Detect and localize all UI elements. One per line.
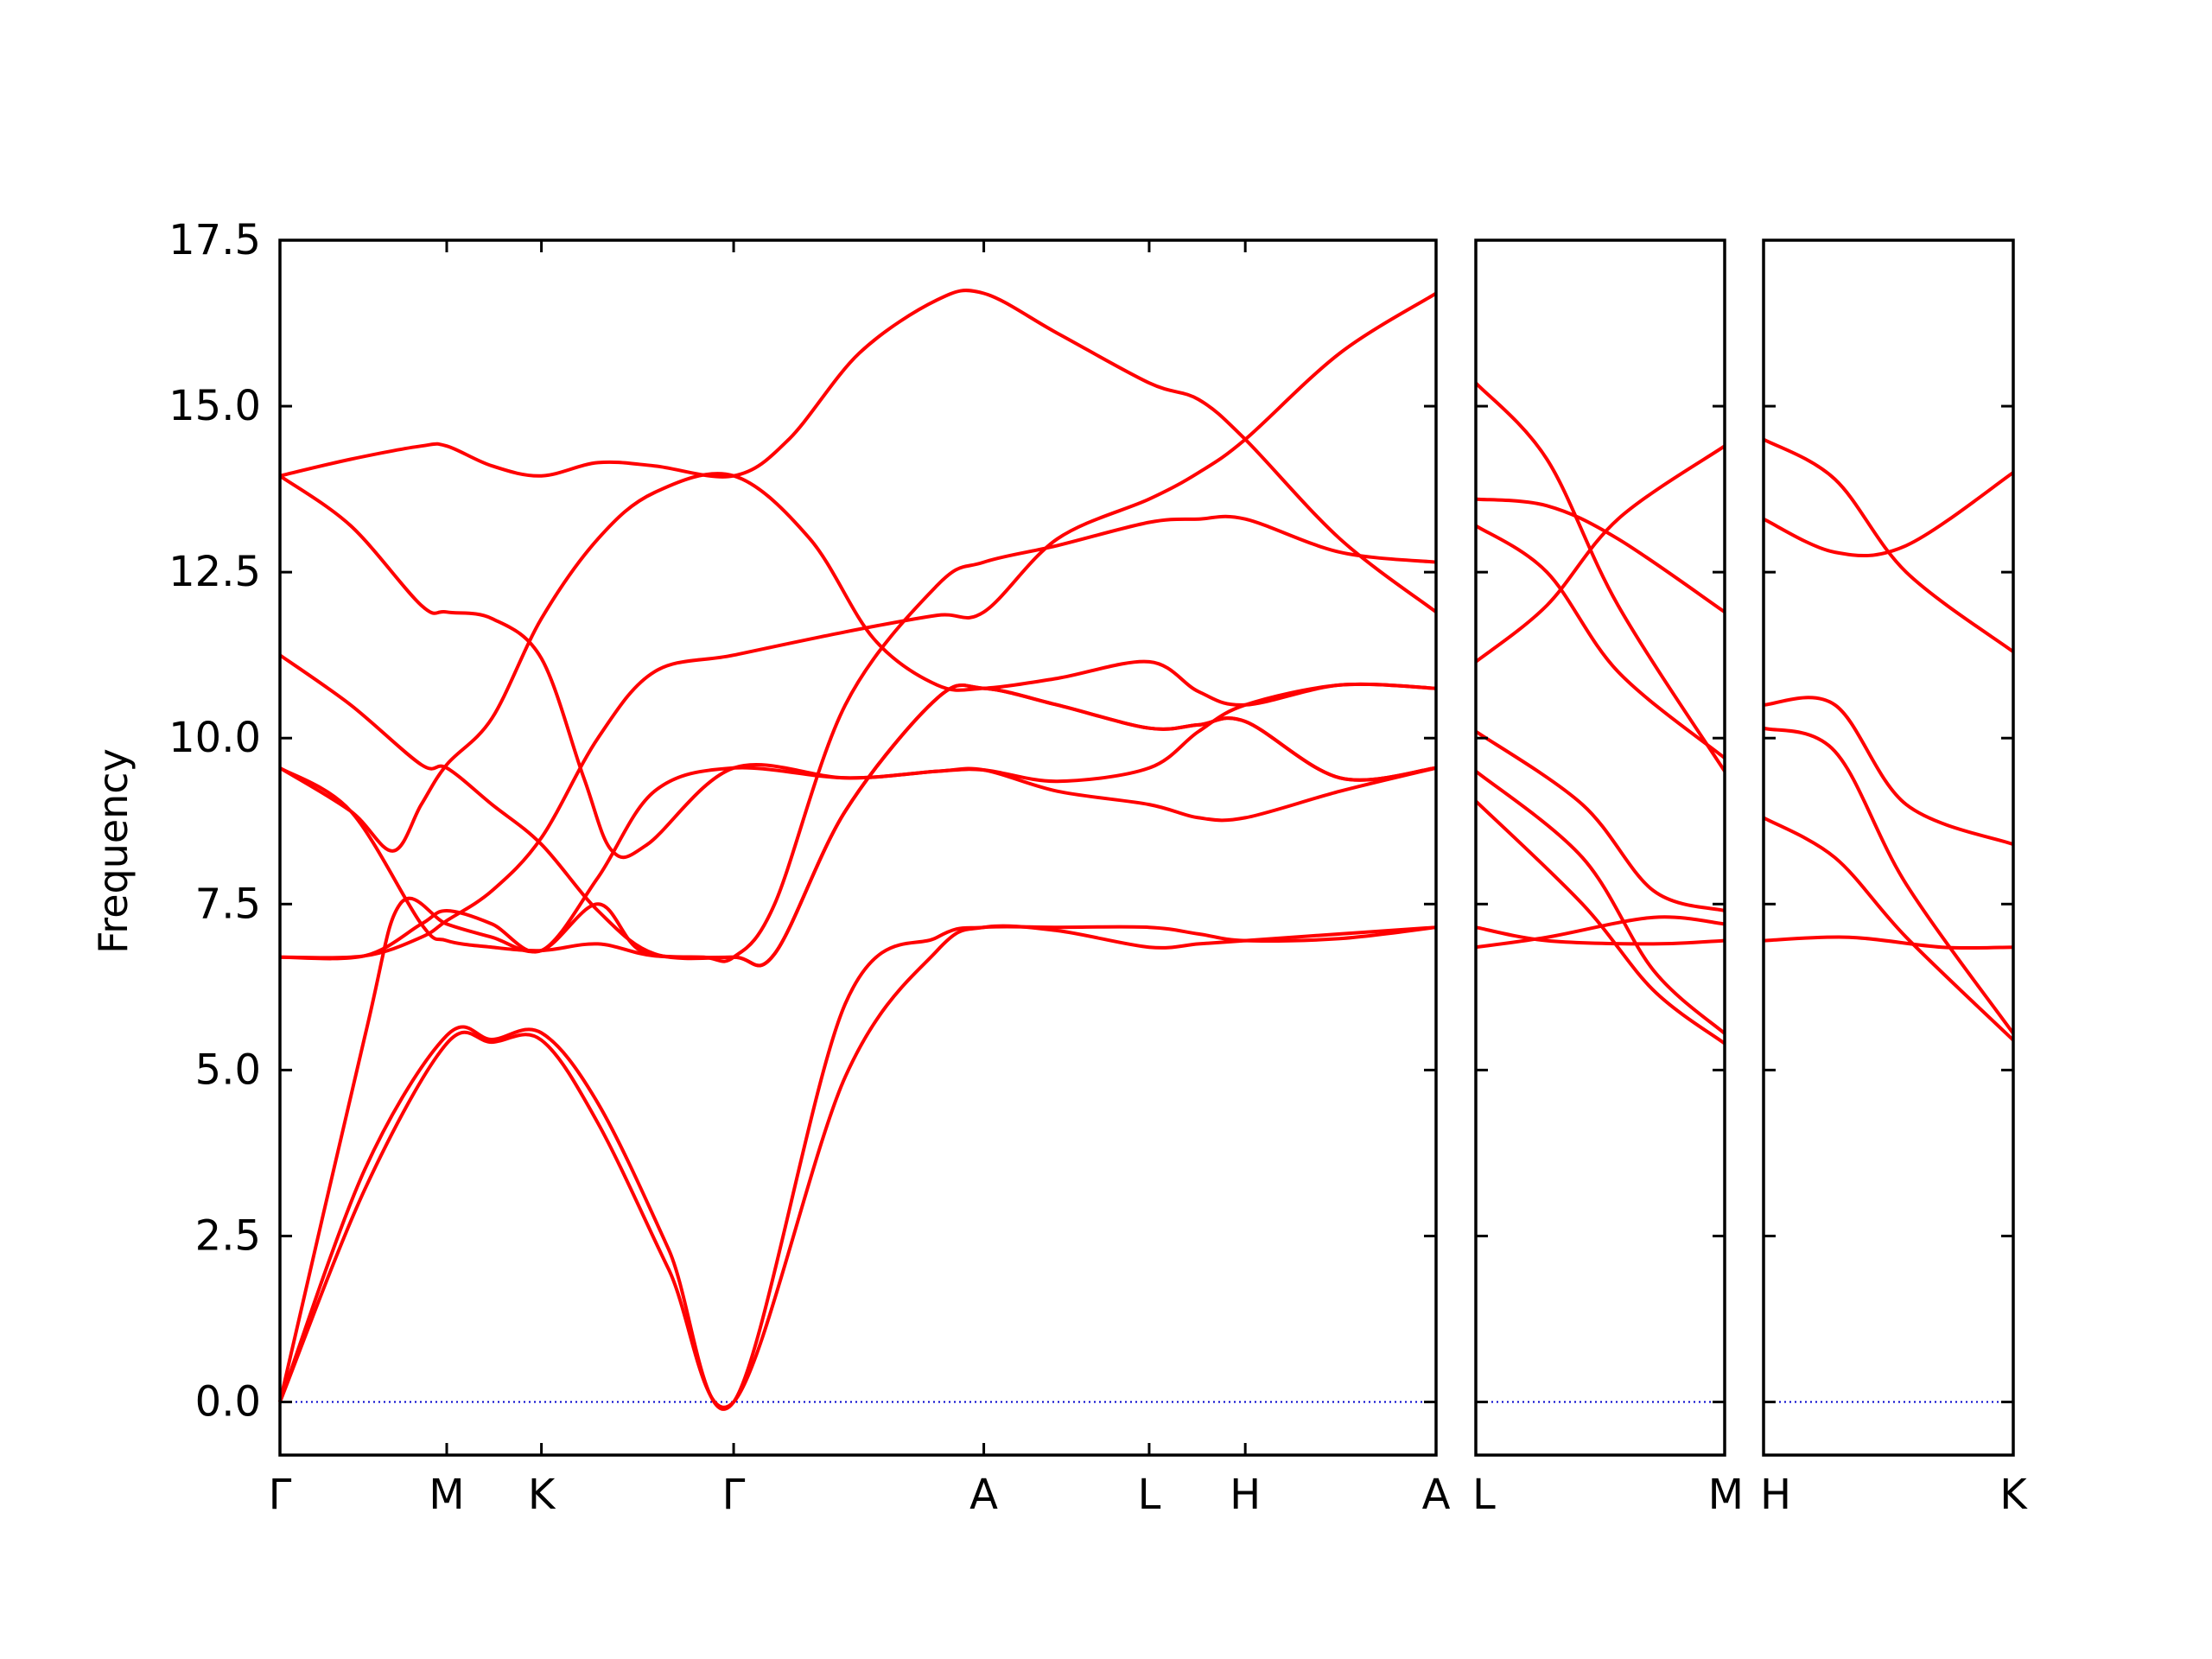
k-point-label: Γ bbox=[722, 1471, 746, 1519]
band-line bbox=[279, 682, 1437, 961]
band-line bbox=[1474, 770, 1726, 1035]
y-axis-label: Frequency bbox=[90, 748, 137, 954]
k-point-label: H bbox=[1230, 1471, 1261, 1519]
panels-layer: 0.02.55.07.510.012.515.017.5Γ M K Γ A L H A L M H K bbox=[168, 216, 2028, 1519]
k-point-label: L bbox=[1472, 1471, 1496, 1519]
band-line bbox=[1763, 437, 2015, 653]
band-line bbox=[1763, 471, 2015, 558]
panel-frame bbox=[278, 238, 1438, 1457]
y-tick-label: 10.0 bbox=[168, 714, 261, 762]
band-line bbox=[278, 683, 1437, 968]
y-tick-label: 0.0 bbox=[195, 1378, 261, 1427]
panel-frame bbox=[1762, 238, 2015, 1457]
band-line bbox=[278, 514, 1437, 1402]
y-tick-label: 7.5 bbox=[195, 880, 261, 928]
band-line bbox=[1763, 935, 2014, 950]
band-line bbox=[278, 474, 1437, 860]
k-point-label: M bbox=[1708, 1471, 1744, 1519]
band-line bbox=[278, 925, 1437, 1411]
band-line bbox=[278, 653, 1437, 968]
band-line bbox=[279, 291, 1438, 960]
band-line bbox=[1474, 524, 1726, 760]
panel-frame bbox=[1474, 238, 1726, 1457]
k-point-label: A bbox=[1422, 1471, 1451, 1519]
k-point-label: A bbox=[969, 1471, 998, 1519]
k-point-label: L bbox=[1138, 1471, 1161, 1519]
y-tick-label: 17.5 bbox=[168, 216, 261, 264]
band-line bbox=[1474, 729, 1726, 912]
k-point-label: H bbox=[1760, 1471, 1791, 1519]
y-tick-label: 15.0 bbox=[168, 382, 261, 430]
k-point-label: K bbox=[528, 1471, 556, 1519]
k-point-label: Γ bbox=[269, 1471, 292, 1519]
y-tick-label: 12.5 bbox=[168, 548, 261, 596]
band-line bbox=[1763, 696, 2014, 847]
k-point-label: K bbox=[1999, 1471, 2028, 1519]
band-line bbox=[1475, 925, 1726, 946]
band-line bbox=[1475, 497, 1726, 613]
k-point-label: M bbox=[429, 1471, 464, 1519]
y-tick-label: 5.0 bbox=[195, 1046, 261, 1094]
band-line bbox=[279, 289, 1438, 613]
band-line bbox=[1763, 726, 2015, 1035]
band-line bbox=[278, 924, 1437, 1409]
band-line bbox=[1474, 381, 1726, 772]
y-tick-label: 2.5 bbox=[195, 1211, 261, 1260]
band-line bbox=[278, 472, 1437, 853]
band-line bbox=[1474, 799, 1726, 1046]
band-line bbox=[1474, 444, 1726, 664]
band-panel-1: 0.0 2.5 5.0 7.5 10.0 12.5 15.0 17.5 Γ M K Γ A L H A bbox=[168, 216, 1450, 1519]
band-line bbox=[1763, 816, 2015, 1042]
